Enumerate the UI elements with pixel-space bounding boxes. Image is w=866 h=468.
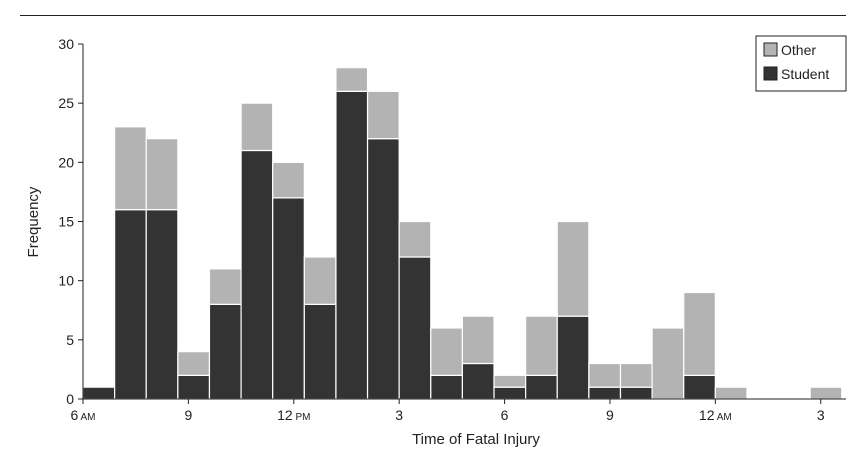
- bar-student-8: [335, 90, 369, 400]
- y-axis-title: Frequency: [25, 186, 42, 257]
- legend-swatch-other: [763, 42, 778, 57]
- top-rule: [20, 15, 846, 16]
- x-tick-label-7: 3: [817, 407, 825, 423]
- bar-other-11: [430, 327, 464, 376]
- legend-label-other: Other: [781, 42, 816, 58]
- bar-other-7: [303, 256, 337, 305]
- bar-student-0: [82, 386, 116, 400]
- bar-student-19: [683, 374, 716, 400]
- y-tick-label-25: 25: [58, 95, 74, 111]
- bar-other-1: [114, 126, 147, 211]
- bar-student-9: [366, 138, 400, 400]
- x-tick-label-0: 6 AM: [70, 407, 95, 423]
- y-tick-label-10: 10: [58, 273, 74, 289]
- bar-other-16: [588, 362, 622, 388]
- bar-other-14: [525, 315, 558, 376]
- legend-swatch-student: [763, 66, 778, 81]
- x-tick-label-4: 6: [501, 407, 509, 423]
- bar-student-2: [145, 209, 179, 400]
- bar-other-3: [177, 351, 211, 376]
- bar-other-6: [272, 161, 305, 199]
- bar-student-14: [525, 374, 558, 400]
- bar-other-2: [145, 138, 179, 211]
- bar-student-16: [588, 386, 622, 400]
- y-tick-label-0: 0: [66, 391, 74, 407]
- y-tick-label-5: 5: [66, 332, 74, 348]
- bar-student-15: [556, 315, 590, 400]
- legend-label-student: Student: [781, 66, 829, 82]
- bar-student-10: [398, 256, 432, 400]
- x-tick-label-1: 9: [184, 407, 192, 423]
- bar-student-3: [177, 374, 211, 400]
- y-tick-label-20: 20: [58, 154, 74, 170]
- bar-student-17: [619, 386, 653, 400]
- bar-other-9: [366, 90, 400, 140]
- bar-student-12: [461, 362, 495, 400]
- bar-other-20: [714, 386, 748, 400]
- bar-student-11: [430, 374, 464, 400]
- bar-other-13: [493, 374, 527, 388]
- bar-student-7: [303, 303, 337, 400]
- bar-student-4: [208, 303, 242, 400]
- bar-other-23: [809, 386, 843, 400]
- bar-other-17: [619, 362, 653, 388]
- bar-student-13: [493, 386, 527, 400]
- bar-other-8: [335, 67, 369, 92]
- bar-other-19: [683, 291, 716, 376]
- x-tick-label-6: 12 AM: [699, 407, 732, 423]
- bars-layer: [82, 67, 843, 400]
- bar-other-10: [398, 220, 432, 258]
- bar-student-6: [272, 197, 305, 400]
- bar-student-1: [114, 209, 147, 400]
- x-tick-label-2: 12 PM: [277, 407, 310, 423]
- bar-student-5: [240, 149, 274, 400]
- x-tick-label-5: 9: [606, 407, 614, 423]
- y-tick-label-30: 30: [58, 36, 74, 52]
- x-axis-title: Time of Fatal Injury: [412, 431, 540, 448]
- legend: Other Student: [755, 35, 847, 92]
- bar-other-15: [556, 220, 590, 317]
- bar-other-12: [461, 315, 495, 365]
- bar-other-5: [240, 102, 274, 152]
- y-tick-label-15: 15: [58, 214, 74, 230]
- x-tick-label-3: 3: [395, 407, 403, 423]
- bar-other-4: [208, 268, 242, 305]
- bar-other-18: [651, 327, 685, 400]
